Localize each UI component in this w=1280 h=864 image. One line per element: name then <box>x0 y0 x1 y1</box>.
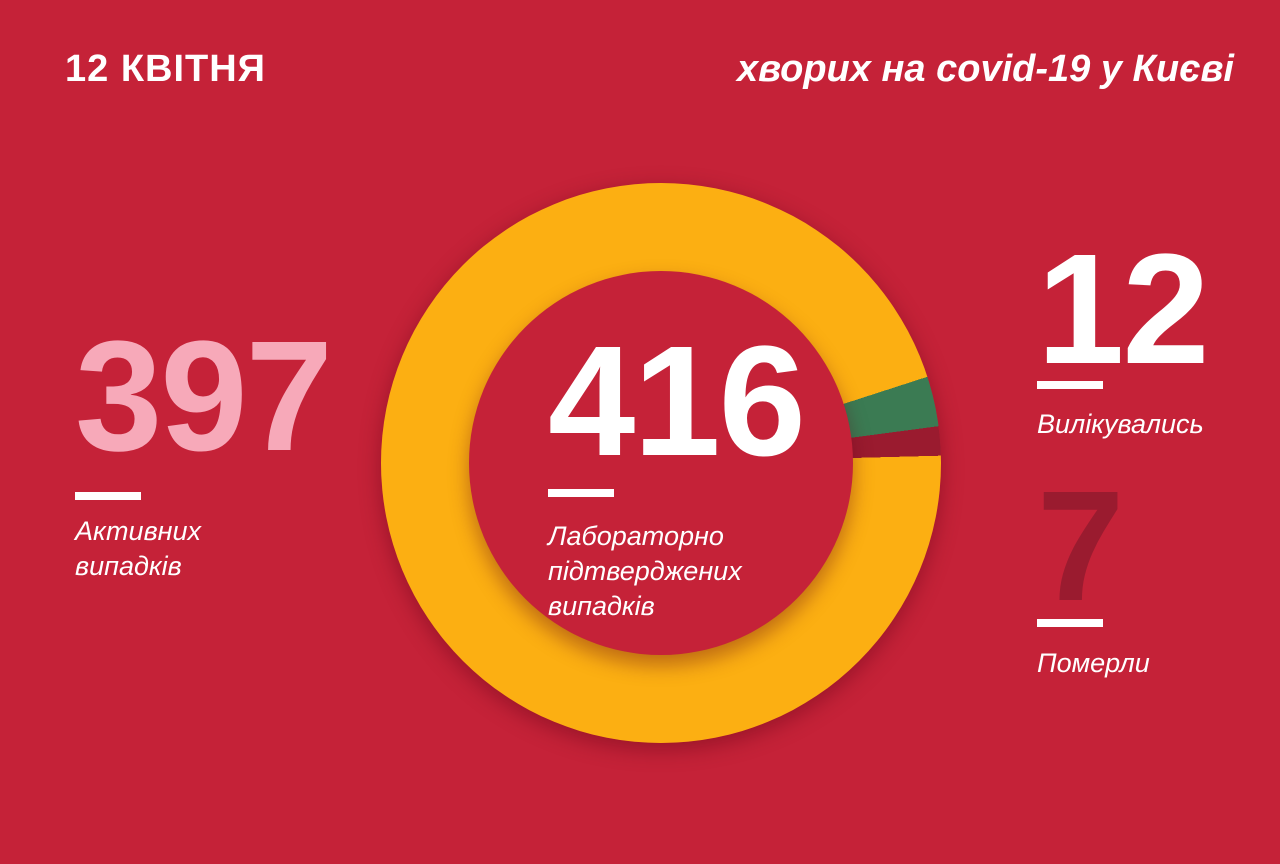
recovered-divider <box>1037 380 1103 389</box>
active-cases-label-line2: випадків <box>75 550 182 581</box>
active-cases-value: 397 <box>75 309 333 484</box>
recovered-value: 12 <box>1037 222 1210 397</box>
recovered-label: Вилікувались <box>1037 408 1204 439</box>
stat-confirmed-cases: 416 Лабораторно підтверджених випадків <box>548 314 806 624</box>
active-cases-label: Активних випадків <box>75 514 201 584</box>
stat-active-cases: 397 Активних випадків <box>75 309 333 584</box>
confirmed-cases-label-line1: Лабораторно <box>548 520 724 551</box>
stat-recovered: 12 Вилікувались <box>1037 222 1210 442</box>
active-cases-divider <box>75 491 141 500</box>
confirmed-cases-divider <box>548 488 614 497</box>
confirmed-cases-label-line2: підтверджених <box>548 555 742 586</box>
confirmed-cases-value: 416 <box>548 314 806 489</box>
stat-deaths: 7 Померли <box>1037 459 1150 681</box>
donut-chart <box>381 183 941 743</box>
deaths-value: 7 <box>1037 459 1124 634</box>
confirmed-cases-label-line3: випадків <box>548 590 655 621</box>
page-title: хворих на covid-19 у Києві <box>736 48 1234 90</box>
deaths-label: Померли <box>1037 647 1150 678</box>
donut-hole <box>469 271 853 655</box>
deaths-divider <box>1037 618 1103 627</box>
date-label: 12 КВІТНЯ <box>65 48 266 90</box>
confirmed-cases-label: Лабораторно підтверджених випадків <box>548 519 742 624</box>
active-cases-label-line1: Активних <box>75 515 202 546</box>
